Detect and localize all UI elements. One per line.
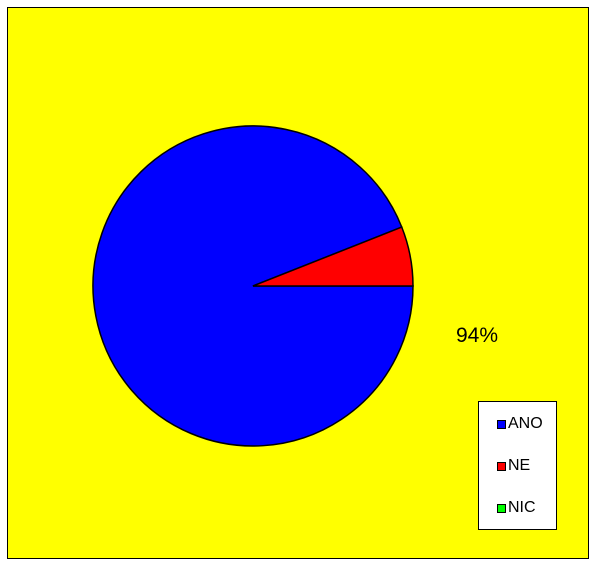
pie-slice-ne <box>252 226 414 287</box>
legend-item-ano: ANO <box>497 415 543 433</box>
data-label-ano: 94% <box>456 324 499 347</box>
legend-swatch-nic <box>497 503 506 513</box>
legend-item-nic: NIC <box>497 499 536 517</box>
legend-label-ne: NE <box>508 457 531 474</box>
pie-chart <box>92 125 414 447</box>
legend-label-nic: NIC <box>508 499 536 516</box>
legend-label-ano: ANO <box>508 415 543 432</box>
legend-item-ne: NE <box>497 457 530 475</box>
chart-area: 94% ANO NE NIC <box>7 7 589 559</box>
legend-swatch-ne <box>497 461 506 471</box>
legend-swatch-ano <box>497 419 506 429</box>
legend: ANO NE NIC <box>478 401 557 530</box>
